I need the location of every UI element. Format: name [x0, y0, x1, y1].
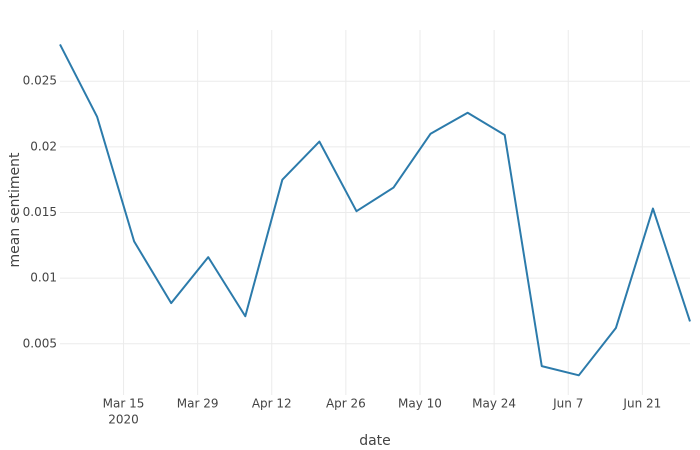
- x-tick-label: Mar 29: [177, 397, 219, 411]
- x-tick-label: Mar 15: [103, 397, 145, 411]
- x-tick-label: May 24: [472, 397, 516, 411]
- x-tick-label: Jun 21: [622, 397, 661, 411]
- x-tick-label: May 10: [398, 397, 442, 411]
- y-tick-label: 0.025: [23, 74, 57, 88]
- x-tick-label: Jun 7: [552, 397, 583, 411]
- x-axis-title: date: [359, 433, 391, 449]
- x-year-label: 2020: [108, 413, 139, 427]
- y-tick-label: 0.02: [30, 139, 57, 153]
- line: [59, 43, 691, 377]
- x-tick-label: Apr 12: [252, 397, 292, 411]
- y-axis-title: mean sentiment: [7, 152, 23, 267]
- y-tick-label: 0.015: [23, 205, 57, 219]
- y-tick-label: 0.01: [30, 271, 57, 285]
- y-tick-label: 0.005: [23, 336, 57, 350]
- x-tick-label: Apr 26: [326, 397, 366, 411]
